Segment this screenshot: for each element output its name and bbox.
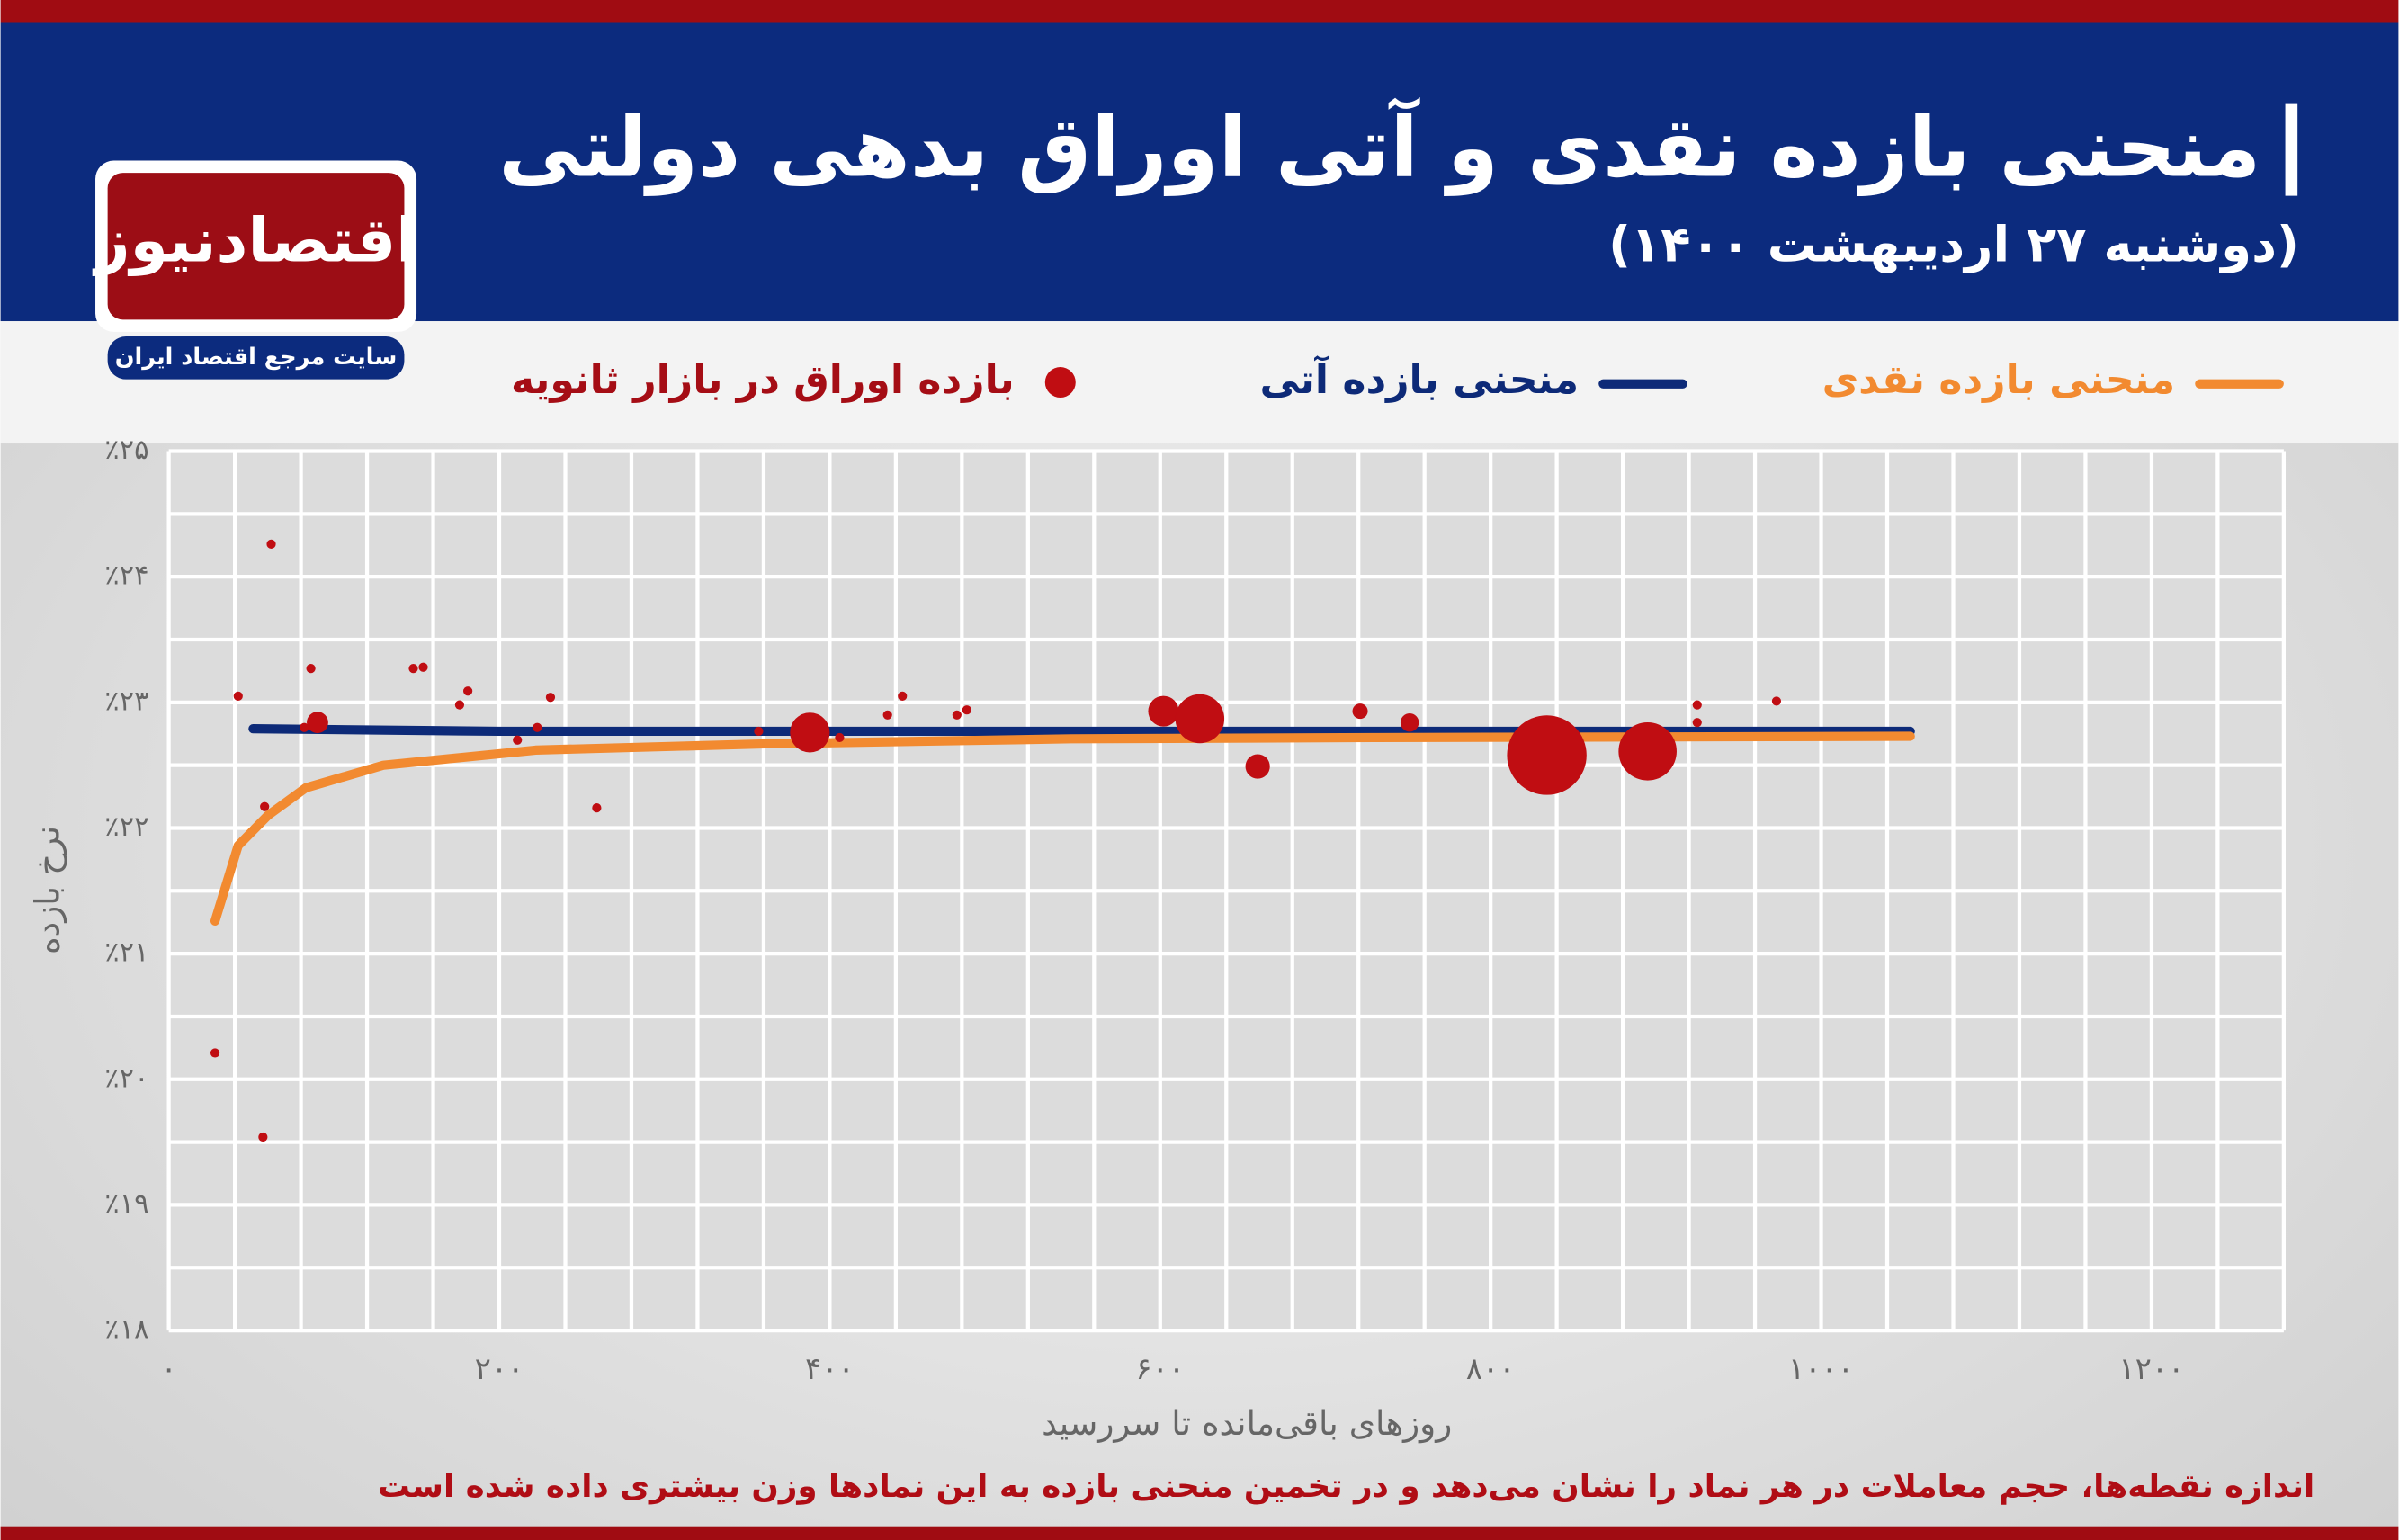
scatter-point — [1352, 703, 1368, 720]
line-series — [210, 731, 1915, 926]
scatter-point — [300, 722, 309, 732]
scatter-point — [533, 722, 542, 732]
x-tick-label: ۱۲۰۰ — [2118, 1351, 2184, 1387]
scatter-point — [962, 705, 971, 715]
x-tick-label: ۴۰۰ — [805, 1351, 855, 1387]
title-bar — [2285, 103, 2298, 196]
scatter-point — [513, 735, 523, 745]
scatter-point — [454, 700, 465, 710]
footnote: اندازه نقطه‌ها، حجم معاملات در هر نماد ر… — [378, 1468, 2314, 1505]
scatter-point — [790, 712, 830, 753]
logo-inner — [107, 173, 405, 320]
logo-tag-box — [107, 336, 405, 380]
scatter-point — [545, 693, 556, 703]
scatter-point — [1507, 715, 1587, 795]
scatter-point — [952, 710, 962, 720]
top-bar — [0, 0, 2399, 23]
y-tick-label: ٪۲۴ — [104, 560, 148, 592]
legend-label: منحنی بازده نقدی — [1822, 357, 2176, 403]
y-tick-label: ٪۲۳ — [104, 685, 148, 717]
y-tick-label: ٪۲۱ — [104, 937, 148, 969]
scatter-point — [266, 539, 276, 549]
x-tick-label: ۰ — [161, 1351, 177, 1387]
bottom-bar — [0, 1526, 2399, 1540]
legend-swatch — [1044, 367, 1076, 398]
grid — [166, 449, 2286, 1333]
x-tick-label: ۶۰۰ — [1135, 1351, 1185, 1387]
scatter-point — [418, 662, 428, 672]
scatter-point — [592, 803, 602, 813]
scatter-point — [898, 691, 908, 701]
x-tick-label: ۱۰۰۰ — [1788, 1351, 1854, 1387]
y-tick-label: ٪۱۸ — [104, 1314, 148, 1346]
scatter-point — [260, 801, 270, 811]
scatter-point — [408, 664, 418, 674]
logo-name: اقتصادنیوز — [92, 206, 416, 277]
scatter-point — [258, 1132, 268, 1142]
scatter-point — [754, 726, 764, 737]
legend-label: بازده اوراق در بازار ثانویه — [511, 357, 1015, 403]
title: منحنی بازده نقدی و آتی اوراق بدهی دولتی — [498, 96, 2260, 196]
scatter-point — [307, 712, 328, 734]
scatter-point — [210, 1048, 220, 1058]
x-axis-label: روزهای باقی‌مانده تا سررسید — [1042, 1403, 1452, 1444]
scatter-point — [1771, 696, 1782, 706]
y-axis-label: نرخ بازده — [28, 826, 67, 954]
legend-label: منحنی بازده آتی — [1260, 354, 1580, 403]
y-tick-label: ٪۲۵ — [104, 434, 148, 466]
subtitle: (دوشنبه ۲۷ اردیبهشت ۱۴۰۰) — [1608, 217, 2299, 274]
scatter-point — [1175, 694, 1225, 744]
y-tick-label: ٪۲۲ — [104, 811, 148, 843]
scatter-point — [1692, 700, 1702, 710]
y-tick-label: ٪۲۰ — [104, 1062, 148, 1094]
scatter-point — [1618, 721, 1677, 781]
scatter-point — [882, 710, 892, 720]
scatter-point — [1692, 718, 1702, 728]
scatter-point — [463, 686, 473, 696]
scatter-point — [1400, 712, 1419, 732]
logo-tagline: سایت مرجع اقتصاد ایران — [115, 344, 398, 371]
marks — [210, 539, 1915, 1142]
x-tick-label: ۲۰۰ — [475, 1351, 524, 1387]
scatter-point — [233, 691, 243, 701]
legend-band — [0, 321, 2399, 444]
scatter-point — [306, 664, 316, 674]
x-tick-label: ۸۰۰ — [1466, 1351, 1516, 1387]
y-tick-label: ٪۱۹ — [104, 1188, 148, 1220]
scatter-point — [1245, 754, 1270, 779]
scatter-point — [1148, 695, 1179, 727]
scatter-point — [835, 732, 845, 743]
